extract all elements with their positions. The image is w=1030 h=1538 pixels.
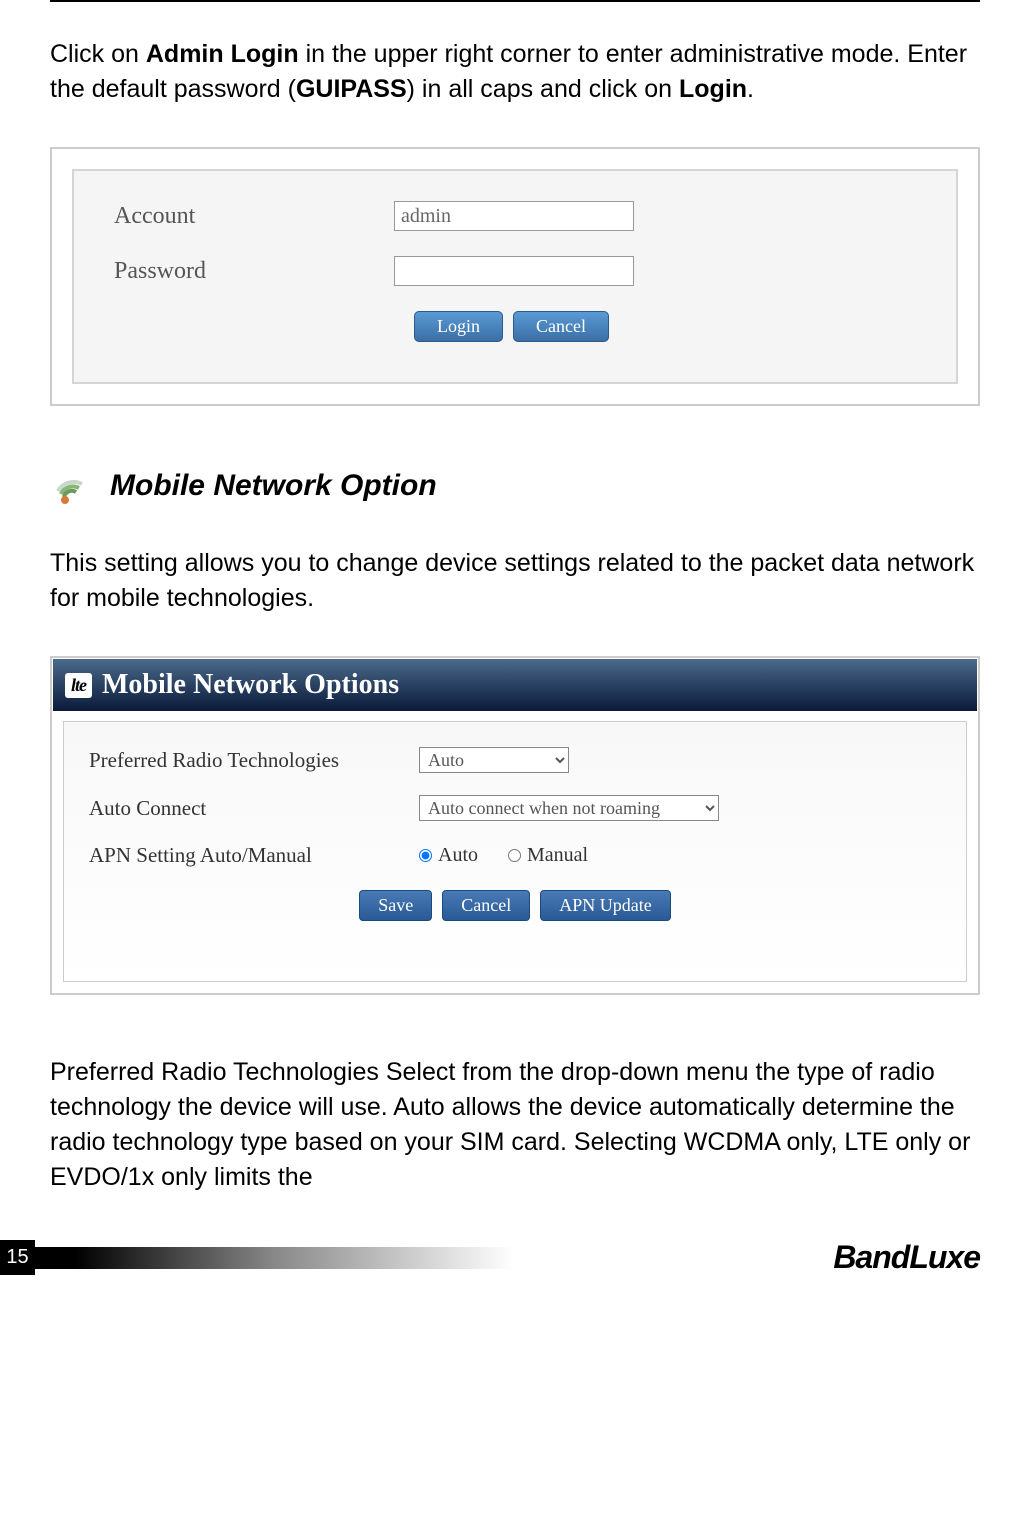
auto-connect-select[interactable]: Auto connect when not roaming — [419, 795, 719, 821]
account-input[interactable] — [394, 201, 634, 231]
login-button[interactable]: Login — [414, 311, 503, 342]
wifi-icon — [50, 466, 90, 506]
password-label: Password — [114, 258, 394, 285]
intro-paragraph: Click on Admin Login in the upper right … — [50, 37, 980, 107]
password-input[interactable] — [394, 256, 634, 286]
cancel-button[interactable]: Cancel — [513, 311, 609, 342]
apn-setting-label: APN Setting Auto/Manual — [89, 843, 419, 868]
preferred-radio-paragraph: Preferred Radio Technologies Select from… — [50, 1055, 980, 1195]
login-screenshot: Account Password Login Cancel — [50, 147, 980, 406]
mno-cancel-button[interactable]: Cancel — [442, 890, 530, 921]
account-label: Account — [114, 203, 394, 230]
auto-connect-label: Auto Connect — [89, 796, 419, 821]
apn-manual-radio[interactable]: Manual — [508, 844, 588, 867]
mno-screenshot: lte Mobile Network Options Preferred Rad… — [50, 656, 980, 995]
page-number: 15 — [0, 1240, 35, 1275]
preferred-radio-select[interactable]: Auto — [419, 747, 569, 773]
footer-gradient — [35, 1247, 833, 1269]
mno-header: lte Mobile Network Options — [53, 659, 977, 711]
apn-auto-radio[interactable]: Auto — [419, 844, 478, 867]
brand-logo: BandLuxe — [833, 1239, 980, 1276]
lte-badge-icon: lte — [65, 673, 92, 698]
section-body: This setting allows you to change device… — [50, 546, 980, 616]
preferred-radio-label: Preferred Radio Technologies — [89, 748, 419, 773]
mno-header-title: Mobile Network Options — [102, 669, 399, 701]
section-title: Mobile Network Option — [110, 469, 437, 503]
apn-update-button[interactable]: APN Update — [540, 890, 671, 921]
save-button[interactable]: Save — [359, 890, 432, 921]
